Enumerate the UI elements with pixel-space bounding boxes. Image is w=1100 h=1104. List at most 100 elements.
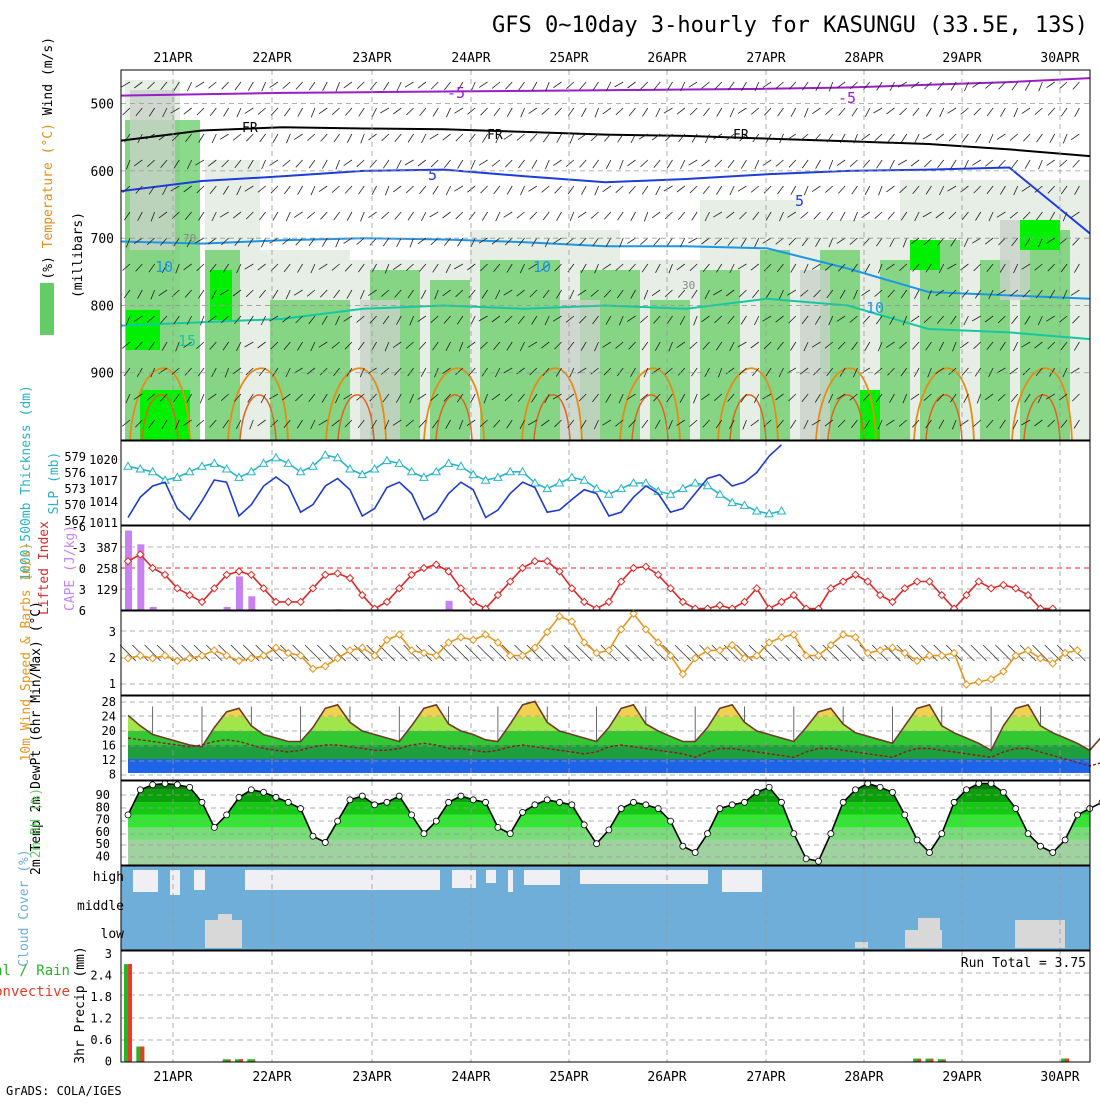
- wind-barb: [211, 133, 217, 144]
- wind-barb: [594, 341, 599, 352]
- wind-barb: [404, 159, 414, 166]
- wind-barb: [779, 211, 784, 222]
- rh-line-point: [568, 801, 576, 809]
- wind-barb: [333, 289, 340, 299]
- wind-barb: [134, 81, 143, 89]
- wind-barb: [161, 263, 168, 273]
- wind-barb: [961, 133, 969, 143]
- isotherm-25: [827, 394, 865, 441]
- wind-barb: [434, 289, 439, 300]
- wind-barb: [183, 107, 192, 115]
- wind-barb: [518, 237, 525, 247]
- wind-barb: [960, 107, 969, 115]
- rh-line-point: [901, 811, 909, 819]
- thickness-line-point: [751, 505, 762, 515]
- wind-barb: [998, 237, 1006, 246]
- wind-barb: [961, 289, 969, 298]
- wind-barb: [122, 263, 131, 271]
- wind-barb: [1047, 185, 1056, 194]
- lifted-index-line-point: [555, 567, 564, 576]
- wind-barb: [282, 81, 291, 89]
- rh-axis-label: 2m RH (%): [29, 788, 44, 858]
- wind-barb: [135, 185, 143, 194]
- wind-barb: [552, 393, 562, 400]
- wind-barb: [369, 237, 377, 246]
- wind-barb: [702, 419, 710, 428]
- cloud-axis-label: Cloud Cover (%): [17, 849, 32, 966]
- wind-barb: [714, 81, 723, 90]
- wind-barb: [752, 289, 760, 299]
- wind-barb: [1074, 263, 1080, 273]
- wind-barb: [619, 237, 624, 248]
- wind-barb: [1074, 185, 1080, 195]
- wind-barb: [614, 81, 624, 88]
- wind-barb: [826, 133, 834, 143]
- wind-barb: [899, 185, 908, 194]
- lifted-index-line-point: [506, 577, 515, 586]
- wind-barb: [740, 393, 747, 403]
- thickness-line-point: [283, 458, 294, 467]
- wind-barb: [569, 133, 575, 144]
- wind-barb: [910, 237, 920, 245]
- wind-barb: [232, 133, 242, 141]
- wind-barb: [828, 237, 834, 248]
- wind-barb: [579, 237, 587, 246]
- wind-barb: [295, 159, 303, 168]
- contour-label: 10: [155, 258, 173, 276]
- wind-barb: [382, 237, 390, 247]
- wind-barb: [575, 644, 593, 662]
- wind-barb: [691, 289, 698, 299]
- rh-band: [210, 270, 232, 320]
- wind-barb: [853, 367, 858, 378]
- rh-line-point: [815, 857, 822, 865]
- wind-barb: [409, 315, 414, 326]
- wind-speed-line-point: [826, 640, 836, 650]
- wind-barb: [922, 211, 932, 218]
- wind-barb: [1011, 315, 1019, 325]
- wind-barb: [618, 315, 624, 326]
- wind-barb: [491, 237, 501, 245]
- wind-barb: [947, 185, 957, 192]
- wind-barb: [135, 341, 143, 350]
- wind-barb: [1046, 159, 1055, 166]
- wind-barb: [986, 185, 994, 195]
- wind-barb: [762, 393, 772, 400]
- wind-barb: [173, 81, 180, 91]
- wind-barb: [186, 159, 193, 170]
- y-tick-label: -3: [72, 541, 86, 555]
- wind-barb: [935, 367, 945, 375]
- wind-barb: [185, 133, 192, 143]
- wind-barb: [518, 159, 525, 169]
- wind-barb: [1072, 393, 1080, 402]
- wind-barb: [581, 107, 587, 117]
- wind-barb: [222, 419, 229, 429]
- rh-line-point: [395, 792, 403, 800]
- wind-barb: [864, 263, 871, 273]
- wind-barb: [195, 81, 205, 88]
- wind-barb: [579, 159, 587, 168]
- lifted-index-line-point: [358, 590, 367, 600]
- wind-barb: [637, 644, 655, 662]
- wind-barb: [529, 211, 538, 220]
- chart-title: GFS 0~10day 3-hourly for KASUNGU (33.5E,…: [492, 13, 1088, 38]
- rh-line-point: [420, 830, 428, 838]
- wind-barb: [357, 419, 365, 429]
- date-label-bottom: 21APR: [153, 1070, 192, 1085]
- wind-barb: [429, 133, 439, 140]
- date-label-top: 25APR: [549, 51, 588, 66]
- wind-barb: [688, 159, 698, 166]
- thickness-line-point: [382, 455, 392, 465]
- cape-axis-label: CAPE (J/kg): [63, 525, 78, 611]
- wind-barb: [285, 289, 291, 300]
- wind-barb: [392, 185, 402, 193]
- wind-barb: [308, 159, 316, 169]
- lifted-index-line-point: [604, 597, 614, 607]
- wind-barb: [1032, 644, 1049, 662]
- wind-barb: [950, 81, 957, 91]
- wind-barb: [307, 211, 316, 219]
- wind-speed-line-point: [1073, 646, 1082, 655]
- cloud-clear: [524, 870, 560, 885]
- wind-barb: [442, 133, 451, 141]
- wind-barb: [556, 289, 562, 299]
- wind-barb: [663, 185, 673, 192]
